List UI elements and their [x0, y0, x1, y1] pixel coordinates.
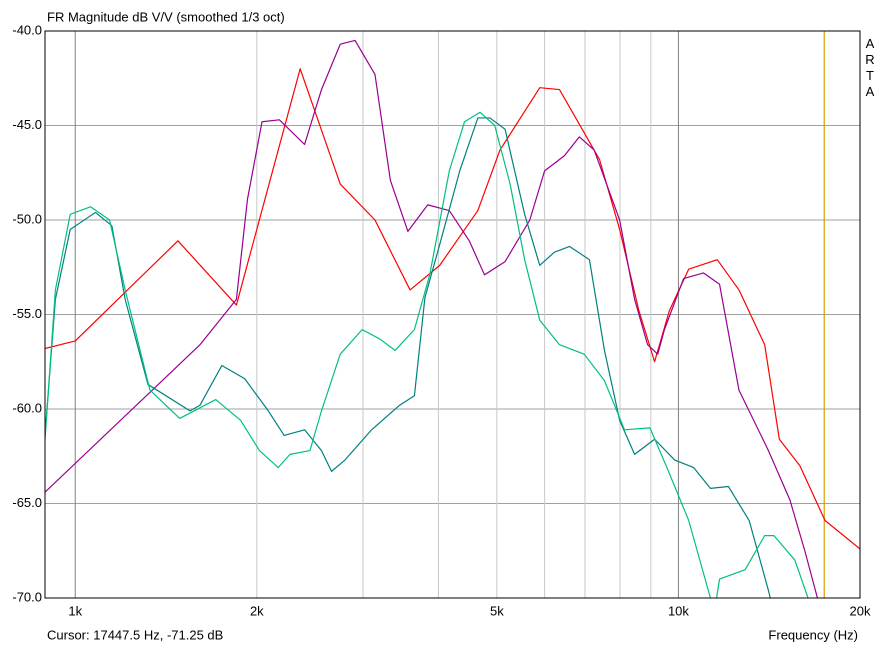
y-tick-label: -55.0: [12, 306, 42, 321]
plot-frame: [44, 30, 861, 599]
x-tick-label: 5k: [490, 603, 504, 618]
y-tick-label: -50.0: [12, 211, 42, 226]
chart-title: FR Magnitude dB V/V (smoothed 1/3 oct): [47, 9, 285, 24]
y-tick-label: -40.0: [12, 22, 42, 37]
y-tick-label: -60.0: [12, 400, 42, 415]
side-label: ARTA: [863, 36, 876, 100]
y-tick-label: -70.0: [12, 589, 42, 604]
series-line: [45, 111, 809, 598]
series-line: [45, 39, 819, 598]
x-tick-label: 20k: [850, 603, 871, 618]
x-tick-label: 2k: [250, 603, 264, 618]
series-line: [45, 117, 771, 598]
series-line: [45, 68, 860, 550]
cursor-readout: Cursor: 17447.5 Hz, -71.25 dB: [47, 627, 223, 642]
x-tick-label: 10k: [668, 603, 689, 618]
y-tick-label: -65.0: [12, 495, 42, 510]
x-tick-label: 1k: [68, 603, 82, 618]
grid: [45, 30, 861, 599]
plot-lines: [45, 31, 860, 598]
tick-labels: -40.0 -45.0 -50.0 -55.0 -60.0 -65.0 -70.0 1k 2k 5…: [12, 22, 871, 618]
y-tick-label: -45.0: [12, 117, 42, 132]
x-axis-label: Frequency (Hz): [768, 627, 858, 642]
